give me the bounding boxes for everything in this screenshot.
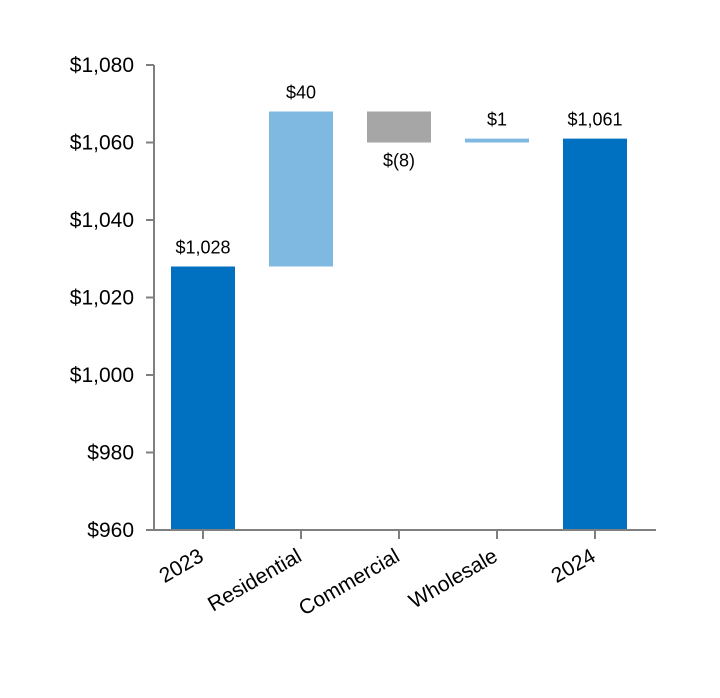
y-tick-label: $960 bbox=[87, 519, 134, 542]
data-label-wholesale: $1 bbox=[487, 110, 507, 130]
data-label-residential: $40 bbox=[286, 83, 316, 103]
x-tick-label-wholesale: Wholesale bbox=[405, 544, 501, 613]
bar-wholesale bbox=[465, 138, 529, 143]
x-tick-label-residential: Residential bbox=[204, 544, 305, 616]
bar-residential bbox=[269, 111, 333, 267]
x-tick-label-2024: 2024 bbox=[548, 544, 600, 587]
axes-layer bbox=[146, 64, 656, 539]
data-label-2024: $1,061 bbox=[567, 110, 622, 130]
data-label-2023: $1,028 bbox=[175, 238, 230, 258]
bars-layer bbox=[171, 111, 627, 530]
y-tick-label: $1,000 bbox=[70, 364, 134, 387]
x-tick-label-commercial: Commercial bbox=[295, 544, 404, 620]
labels-layer: $960 $980 $1,000 $1,020 $1,040 $1,060 $1,080 $1… bbox=[70, 54, 623, 620]
y-tick-label: $1,040 bbox=[70, 209, 134, 232]
y-tick-label: $1,020 bbox=[70, 287, 134, 310]
x-tick-label-2023: 2023 bbox=[156, 544, 208, 587]
y-tick-label: $980 bbox=[87, 442, 134, 465]
bar-2023 bbox=[171, 266, 235, 530]
bar-commercial bbox=[367, 111, 431, 143]
y-tick-label: $1,080 bbox=[70, 54, 134, 77]
bar-2024 bbox=[563, 138, 627, 530]
data-label-commercial: $(8) bbox=[383, 151, 415, 171]
y-tick-label: $1,060 bbox=[70, 132, 134, 155]
